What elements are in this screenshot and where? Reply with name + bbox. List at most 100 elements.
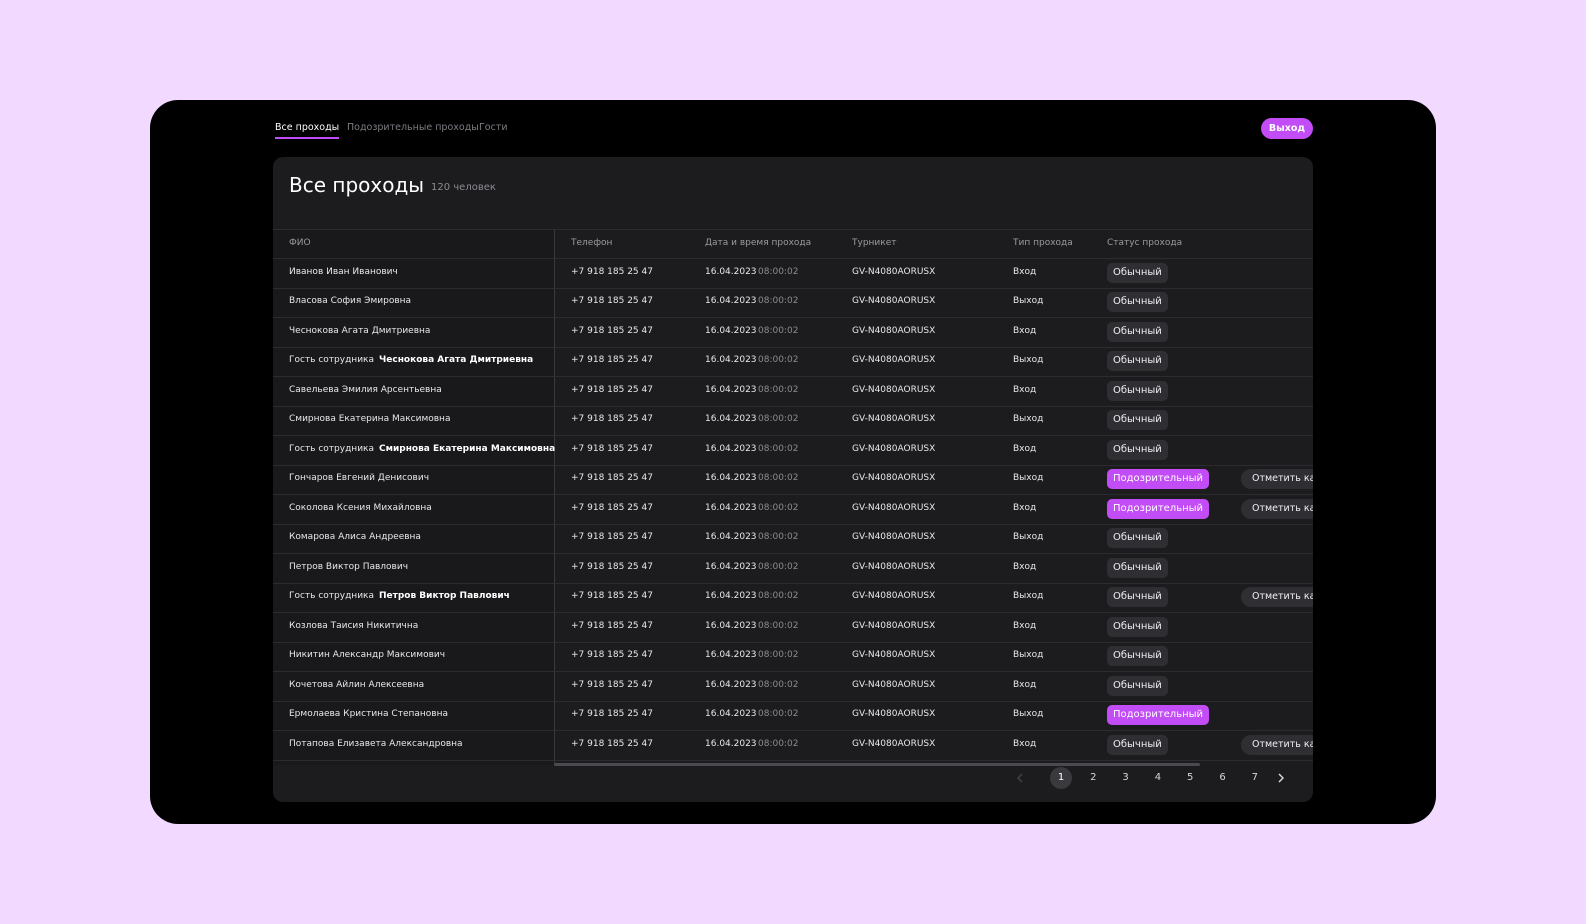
time-cell: 08:00:02 — [758, 679, 799, 690]
page-button[interactable]: 2 — [1090, 772, 1097, 783]
name-cell: Петров Виктор Павлович — [289, 561, 409, 572]
date-cell: 16.04.2023 — [705, 296, 757, 307]
time-cell: 08:00:02 — [758, 384, 799, 395]
date-cell: 16.04.2023 — [705, 561, 757, 572]
time-cell: 08:00:02 — [758, 473, 799, 484]
time-cell: 08:00:02 — [758, 325, 799, 336]
time-cell: 08:00:02 — [758, 502, 799, 513]
time-cell: 08:00:02 — [758, 709, 799, 720]
turnstile-cell: GV-N4080AORUSX — [852, 679, 936, 690]
phone-cell: +7 918 185 25 47 — [571, 355, 653, 366]
turnstile-cell: GV-N4080AORUSX — [852, 532, 936, 543]
time-cell: 08:00:02 — [758, 355, 799, 366]
mark-as-button[interactable]: Отметить как — [1241, 469, 1313, 490]
status-badge: Обычный — [1107, 439, 1168, 460]
page-button[interactable]: 3 — [1122, 772, 1129, 783]
phone-cell: +7 918 185 25 47 — [571, 650, 653, 661]
turnstile-cell: GV-N4080AORUSX — [852, 502, 936, 513]
type-cell: Вход — [1013, 502, 1037, 513]
name-cell: Козлова Таисия Никитична — [289, 620, 419, 631]
phone-cell: +7 918 185 25 47 — [571, 325, 653, 336]
type-cell: Выход — [1013, 296, 1044, 307]
row-divider — [273, 582, 1313, 584]
phone-cell: +7 918 185 25 47 — [571, 561, 653, 572]
phone-cell: +7 918 185 25 47 — [571, 414, 653, 425]
mark-as-button[interactable]: Отметить как — [1241, 587, 1313, 608]
mark-as-button[interactable]: Отметить как — [1241, 734, 1313, 755]
name-cell: Потапова Елизавета Александровна — [289, 738, 463, 749]
page-button[interactable]: 4 — [1154, 772, 1162, 783]
mark-as-button[interactable]: Отметить как — [1241, 498, 1313, 519]
status-badge: Обычный — [1107, 380, 1168, 401]
guest-prefix: Гость сотрудника — [289, 355, 374, 366]
type-cell: Вход — [1013, 679, 1037, 690]
type-cell: Выход — [1013, 414, 1044, 425]
name-cell: Иванов Иван Иванович — [289, 266, 398, 277]
row-divider — [273, 523, 1313, 525]
name-cell: Соколова Ксения Михайловна — [289, 502, 432, 513]
phone-cell: +7 918 185 25 47 — [571, 296, 653, 307]
page-button[interactable]: 5 — [1187, 772, 1194, 783]
type-cell: Выход — [1013, 473, 1044, 484]
name-cell: Гость сотрудника Петров Виктор Павлович — [289, 591, 510, 601]
type-cell: Вход — [1013, 325, 1037, 336]
date-cell: 16.04.2023 — [705, 650, 757, 661]
phone-cell: +7 918 185 25 47 — [571, 620, 653, 631]
status-badge: Обычный — [1107, 528, 1168, 549]
phone-cell: +7 918 185 25 47 — [571, 591, 653, 602]
turnstile-cell: GV-N4080AORUSX — [852, 414, 936, 425]
nav-tab[interactable]: Все проходы — [275, 122, 340, 139]
name-cell: Ермолаева Кристина Степановна — [289, 709, 448, 720]
time-cell: 08:00:02 — [758, 296, 799, 307]
row-divider — [273, 759, 1313, 761]
phone-cell: +7 918 185 25 47 — [571, 679, 653, 690]
row-divider — [273, 435, 1313, 436]
scrollbar[interactable] — [554, 763, 1200, 766]
guest-prefix: Гость сотрудника — [289, 443, 374, 454]
date-cell: 16.04.2023 — [705, 738, 757, 749]
status-badge: Обычный — [1107, 321, 1168, 342]
host-name: Петров Виктор Павлович — [379, 591, 510, 602]
status-badge: Обычный — [1107, 557, 1168, 578]
host-name: Смирнова Екатерина Максимовна — [379, 443, 556, 454]
phone-cell: +7 918 185 25 47 — [571, 502, 653, 513]
page-button[interactable]: 6 — [1219, 772, 1226, 783]
column-header: Статус прохода — [1107, 238, 1183, 248]
nav-tab[interactable]: Подозрительные проходы — [347, 122, 479, 133]
row-divider — [273, 317, 1313, 318]
turnstile-cell: GV-N4080AORUSX — [852, 738, 936, 749]
row-divider — [273, 346, 1313, 348]
row-divider — [273, 553, 1313, 554]
status-badge: Подозрительный — [1107, 705, 1210, 726]
page-title: Все проходы — [289, 173, 425, 197]
divider — [273, 229, 1313, 230]
nav-tab[interactable]: Гости — [479, 122, 508, 133]
name-cell: Чеснокова Агата Дмитриевна — [289, 325, 431, 336]
row-divider — [273, 287, 1313, 289]
page-button[interactable]: 7 — [1251, 772, 1258, 783]
turnstile-cell: GV-N4080AORUSX — [852, 650, 936, 661]
phone-cell: +7 918 185 25 47 — [571, 384, 653, 395]
name-cell: Гончаров Евгений Денисович — [289, 473, 430, 484]
date-cell: 16.04.2023 — [705, 679, 757, 690]
next-arrow[interactable] — [1274, 771, 1288, 785]
date-cell: 16.04.2023 — [705, 443, 757, 454]
column-header: ФИО — [289, 238, 311, 248]
turnstile-cell: GV-N4080AORUSX — [852, 355, 936, 366]
row-divider — [273, 258, 1313, 259]
status-badge: Подозрительный — [1107, 498, 1210, 519]
phone-cell: +7 918 185 25 47 — [571, 266, 653, 277]
guest-prefix: Гость сотрудника — [289, 591, 374, 602]
name-cell: Власова София Эмировна — [289, 296, 412, 307]
status-badge: Подозрительный — [1107, 469, 1210, 490]
column-header: Тип прохода — [1013, 238, 1073, 248]
row-divider — [273, 730, 1313, 731]
page-button[interactable]: 1 — [1050, 767, 1072, 789]
status-badge: Обычный — [1107, 675, 1168, 696]
status-badge: Обычный — [1107, 410, 1168, 431]
type-cell: Вход — [1013, 561, 1037, 572]
logout-button[interactable]: Выход — [1261, 118, 1313, 139]
status-badge: Обычный — [1107, 587, 1168, 608]
prev-arrow[interactable] — [1014, 771, 1028, 785]
